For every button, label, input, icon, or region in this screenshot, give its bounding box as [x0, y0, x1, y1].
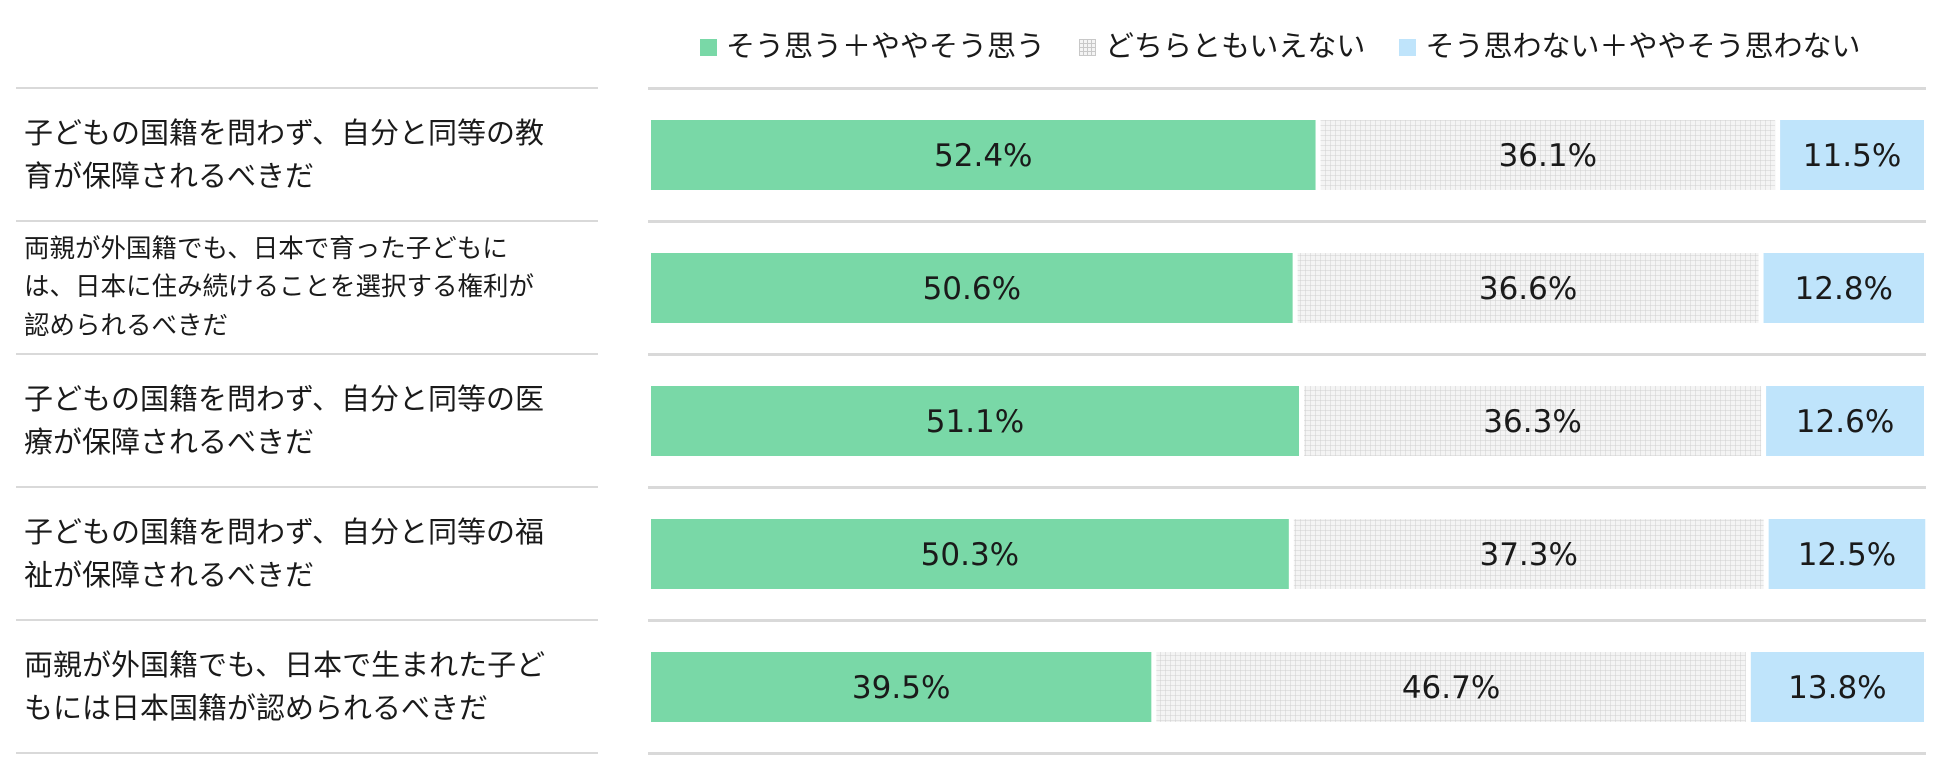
data-label-neutral-medical: 36.3%: [1483, 404, 1581, 440]
category-label-education: 子どもの国籍を問わず、自分と同等の教 育が保障されるべきだ: [24, 112, 592, 197]
bar-disagree-welfare: [1768, 519, 1926, 589]
label-divider-3: [16, 486, 598, 488]
category-label-line: もには日本国籍が認められるべきだ: [24, 690, 489, 725]
plot-divider-1: [648, 220, 1926, 223]
label-divider-2: [16, 353, 598, 355]
legend-swatch-disagree: [1399, 39, 1417, 56]
bar-neutral-education: [1320, 120, 1776, 190]
data-label-disagree-nationality: 13.8%: [1788, 670, 1886, 706]
data-label-agree-medical: 51.1%: [926, 404, 1024, 440]
data-label-disagree-residence: 12.8%: [1795, 271, 1893, 307]
category-label-line: 子どもの国籍を問わず、自分と同等の教: [24, 116, 544, 151]
label-divider-0: [16, 87, 598, 89]
category-label-line: 育が保障されるべきだ: [24, 158, 315, 193]
data-label-agree-education: 52.4%: [934, 138, 1032, 174]
bar-agree-education: [651, 120, 1316, 190]
legend-item-disagree: そう思わない＋ややそう思わない: [1399, 23, 1860, 65]
data-label-agree-welfare: 50.3%: [921, 537, 1019, 573]
bar-neutral-nationality: [1156, 652, 1746, 722]
plot-divider-4: [648, 619, 1926, 622]
bar-agree-residence: [651, 253, 1293, 323]
label-divider-5: [16, 752, 598, 754]
legend-label-disagree: そう思わない＋ややそう思わない: [1425, 29, 1861, 63]
data-label-neutral-education: 36.1%: [1499, 138, 1597, 174]
bar-neutral-medical: [1304, 386, 1762, 456]
category-label-line: 子どもの国籍を問わず、自分と同等の医: [24, 382, 544, 417]
bar-agree-welfare: [651, 519, 1289, 589]
plot-divider-0: [648, 87, 1926, 90]
category-label-line: 両親が外国籍でも、日本で育った子どもに: [24, 234, 508, 265]
legend-swatch-neutral: [1079, 39, 1097, 56]
bar-disagree-nationality: [1750, 652, 1924, 722]
data-label-agree-nationality: 39.5%: [852, 670, 950, 706]
bar-agree-nationality: [651, 652, 1152, 722]
plot-divider-3: [648, 486, 1926, 489]
bar-disagree-education: [1780, 120, 1924, 190]
label-divider-4: [16, 619, 598, 621]
category-label-line: 両親が外国籍でも、日本で生まれた子ど: [24, 648, 546, 683]
plot-divider-2: [648, 353, 1926, 356]
label-divider-1: [16, 220, 598, 222]
category-label-medical: 子どもの国籍を問わず、自分と同等の医 療が保障されるべきだ: [24, 378, 592, 463]
data-label-disagree-welfare: 12.5%: [1798, 537, 1896, 573]
data-label-disagree-medical: 12.6%: [1796, 404, 1894, 440]
legend-label-agree: そう思う＋ややそう思う: [726, 29, 1046, 63]
category-label-line: 祉が保障されるべきだ: [24, 557, 315, 592]
data-label-agree-residence: 50.6%: [923, 271, 1021, 307]
legend-item-agree: そう思う＋ややそう思う: [700, 23, 1045, 65]
category-label-line: 認められるべきだ: [24, 310, 229, 341]
legend-swatch-agree: [700, 39, 717, 56]
category-label-line: 子どもの国籍を問わず、自分と同等の福: [24, 515, 544, 550]
legend-item-neutral: どちらともいえない: [1079, 23, 1365, 65]
data-label-neutral-residence: 36.6%: [1479, 271, 1577, 307]
category-label-line: は、日本に住み続けることを選択する権利が: [24, 272, 535, 303]
data-label-neutral-welfare: 37.3%: [1479, 537, 1577, 573]
bar-disagree-residence: [1763, 253, 1924, 323]
bar-group: 52.4% 36.1% 11.5% 50.6% 36.6% 12.8% 51.1% 36.3%…: [651, 120, 1926, 722]
bar-neutral-residence: [1297, 253, 1759, 323]
category-label-line: 療が保障されるべきだ: [24, 424, 315, 459]
data-label-neutral-nationality: 46.7%: [1402, 670, 1500, 706]
category-label-welfare: 子どもの国籍を問わず、自分と同等の福 祉が保障されるべきだ: [24, 511, 592, 596]
category-label-residence: 両親が外国籍でも、日本で育った子どもに は、日本に住み続けることを選択する権利が認…: [24, 230, 592, 345]
plot-divider-5: [648, 752, 1926, 755]
legend-label-neutral: どちらともいえない: [1105, 29, 1366, 63]
legend: そう思う＋ややそう思う どちらともいえない そう思わない＋ややそう思わない: [700, 22, 1860, 66]
bar-neutral-welfare: [1293, 519, 1764, 589]
bar-disagree-medical: [1766, 386, 1924, 456]
category-label-nationality: 両親が外国籍でも、日本で生まれた子ど もには日本国籍が認められるべきだ: [24, 644, 592, 729]
bar-agree-medical: [651, 386, 1300, 456]
data-label-disagree-education: 11.5%: [1803, 138, 1901, 174]
